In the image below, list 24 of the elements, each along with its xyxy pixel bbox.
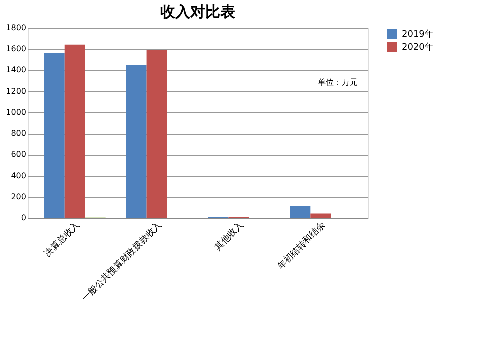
x-tick-label: 年初结转和结余 bbox=[276, 220, 328, 272]
chart-title: 收入对比表 bbox=[160, 3, 236, 21]
y-tick-label: 1200 bbox=[6, 86, 26, 96]
y-tick-label: 400 bbox=[11, 171, 26, 180]
bar bbox=[290, 206, 311, 218]
bar bbox=[44, 53, 65, 218]
x-tick-label: 决算总收入 bbox=[42, 220, 82, 260]
y-tick-label: 0 bbox=[21, 214, 26, 222]
y-tick-label: 1000 bbox=[6, 108, 26, 117]
y-tick-label: 600 bbox=[11, 150, 26, 160]
y-tick-label: 800 bbox=[11, 129, 26, 138]
y-tick-label: 1400 bbox=[6, 66, 26, 75]
annotation: 单位：万元 bbox=[318, 78, 358, 87]
bar bbox=[310, 214, 332, 218]
y-tick-label: 1800 bbox=[6, 24, 26, 32]
x-tick-label: 一般公共预算财政拨款收入 bbox=[80, 220, 164, 304]
legend-label: 2020年 bbox=[402, 42, 434, 53]
bar bbox=[64, 44, 86, 218]
legend-label: 2019年 bbox=[402, 29, 434, 40]
x-tick-label: 其他收入 bbox=[212, 220, 246, 254]
bar bbox=[146, 50, 168, 218]
y-tick-label: 1600 bbox=[6, 44, 26, 54]
bar bbox=[126, 64, 147, 218]
y-tick-label: 200 bbox=[11, 192, 26, 202]
